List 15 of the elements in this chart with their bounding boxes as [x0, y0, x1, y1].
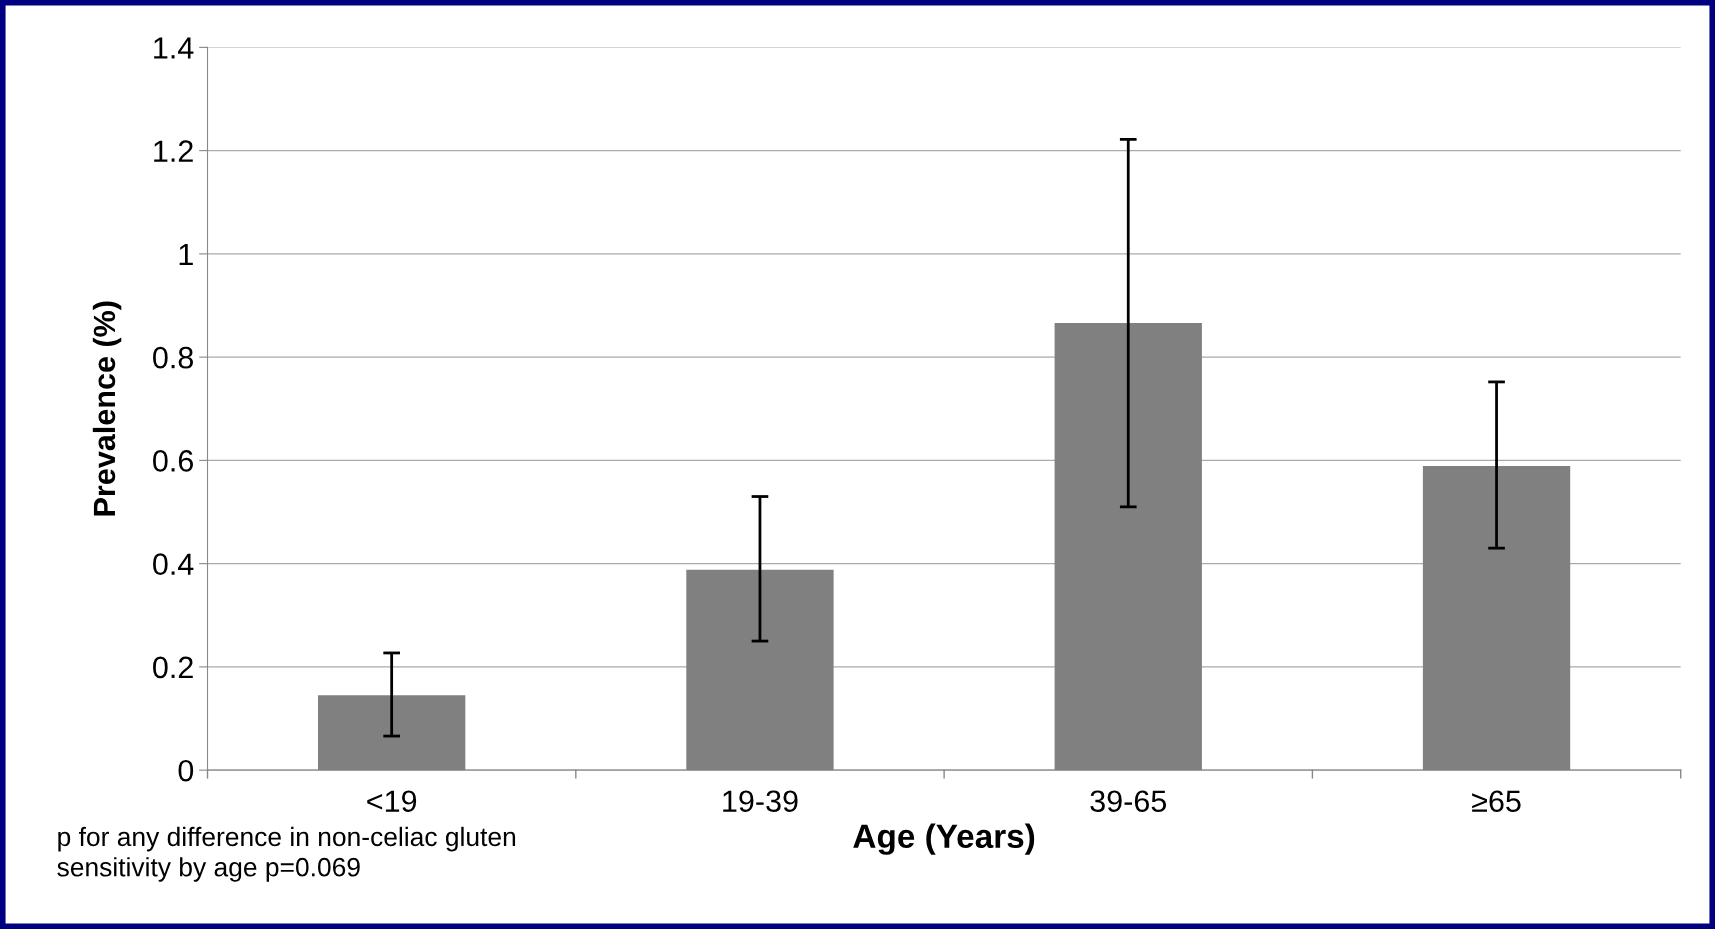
y-tick-label: 1.4: [154, 37, 194, 59]
x-tick-label: 19-39: [723, 790, 798, 813]
y-tick-label: 0.4: [153, 553, 194, 576]
x-tick-label: 39-65: [1090, 790, 1167, 813]
text: p for any difference in non-celiac gluten sensitivity by age p=0.069: [57, 826, 516, 882]
x-axis-title: Age (Years): [853, 823, 1035, 855]
x-tick-label: <19: [367, 790, 417, 813]
y-tick-label: 1.2: [154, 140, 193, 162]
y-tick-label: 1: [179, 243, 193, 265]
x-tick-label: ≥65: [1472, 790, 1521, 813]
y-tick-label: 0: [178, 759, 194, 782]
y-tick-label: 0.2: [153, 656, 193, 679]
y-tick-label: 0.8: [153, 346, 193, 369]
y-tick-label: 0.6: [153, 450, 193, 472]
y-axis-title: Prevalence (%): [92, 301, 122, 516]
